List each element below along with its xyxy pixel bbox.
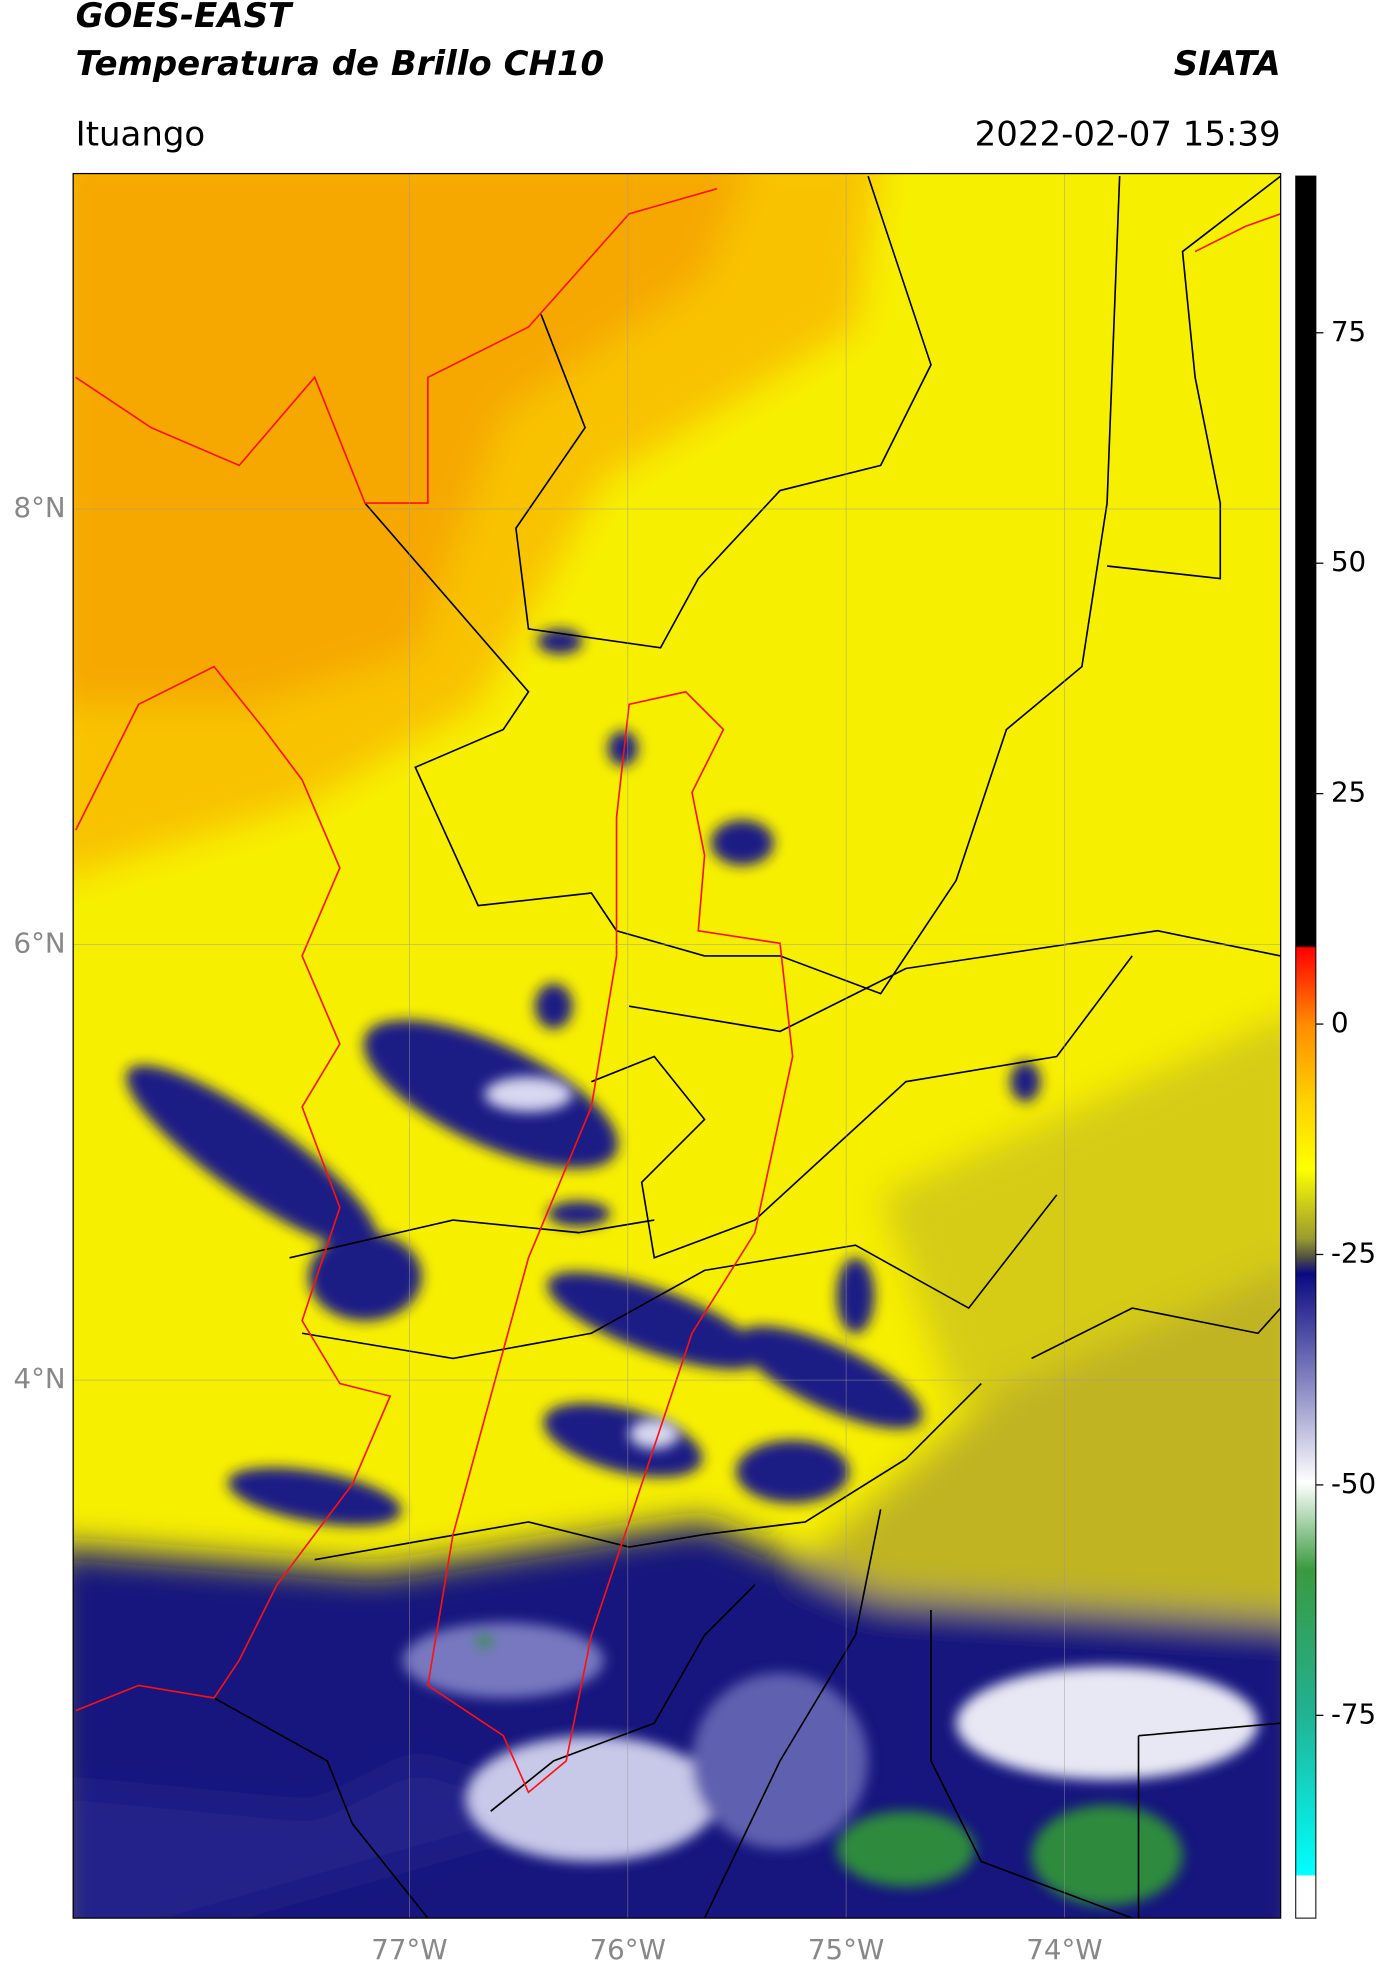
x-tick-label: 74°W [1026,1933,1102,1966]
colorbar-tick-label: 50 [1331,545,1366,578]
datetime: 2022-02-07 15:39 [975,114,1281,154]
colorbar-tick-label: 0 [1331,1006,1349,1039]
colorbar-tick-label: -75 [1331,1697,1376,1730]
y-tick-label: 8°N [14,491,66,524]
x-tick-label: 75°W [808,1933,884,1966]
source: SIATA [1174,44,1281,84]
colorbar-tick-label: -25 [1331,1236,1376,1269]
colorbar-tick-label: -50 [1331,1467,1376,1500]
colorbar-tick-label: 25 [1331,776,1366,809]
y-tick-label: 4°N [14,1362,66,1395]
subtitle: Temperatura de Brillo CH10 [76,44,604,84]
x-tick-label: 76°W [590,1933,666,1966]
location: Ituango [76,114,206,154]
colorbar-tick-label: 75 [1331,315,1366,348]
x-tick-label: 77°W [371,1933,447,1966]
title: GOES-EAST [76,0,294,36]
y-tick-label: 6°N [14,927,66,960]
colorbar [1295,175,1317,1919]
satellite-image [73,173,1281,1919]
map-frame [72,172,1282,1919]
grid [73,173,1281,1919]
